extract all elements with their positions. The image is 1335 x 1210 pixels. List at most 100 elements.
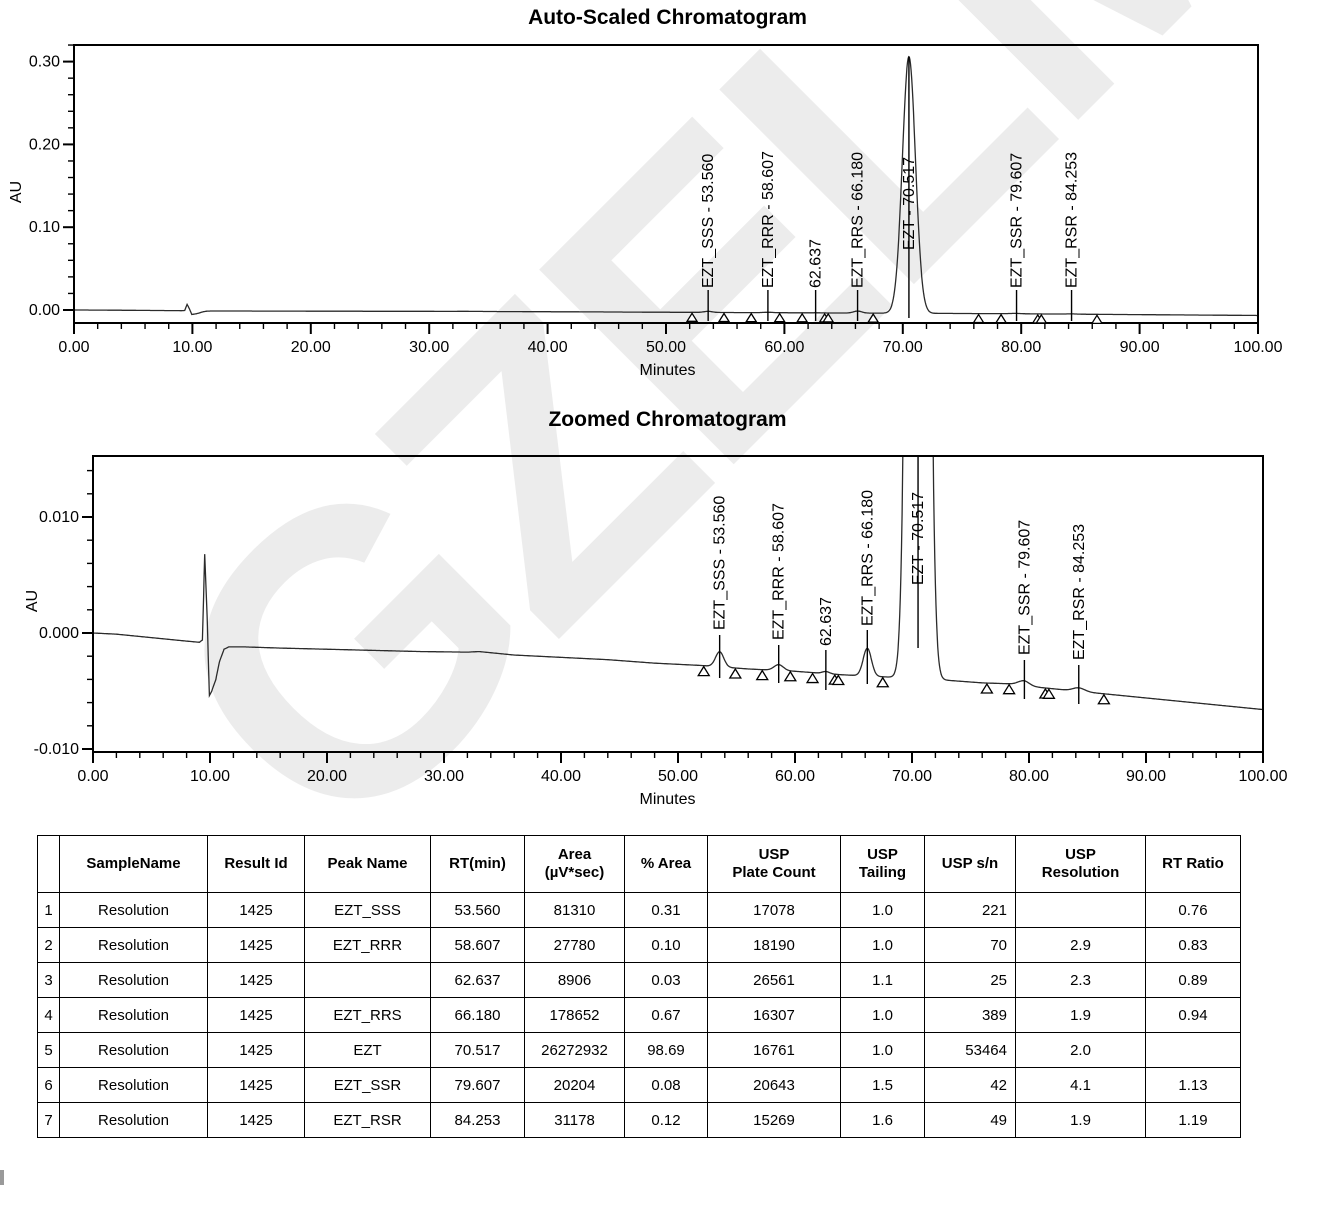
- x-tick-label: 50.00: [658, 768, 698, 785]
- integration-marker-triangle: [1097, 693, 1111, 705]
- peak-label: EZT_SSS - 53.560: [712, 496, 729, 630]
- integration-marker-triangle: [805, 672, 820, 684]
- table-cell: 18190: [707, 927, 841, 963]
- table-header-row: SampleName Result Id Peak Name RT(min) Area …: [37, 835, 1241, 893]
- table-cell: 25: [924, 962, 1016, 998]
- table-cell: 66.180: [430, 997, 525, 1033]
- table-cell: 1.6: [840, 1102, 925, 1138]
- table-cell: Resolution: [59, 1102, 208, 1138]
- table-row: 3 Resolution 1425 62.637 8906 0.03 26561 1.1 25 2…: [37, 962, 1241, 998]
- integration-marker-triangle: [1035, 313, 1048, 324]
- integration-marker-triangle: [685, 312, 699, 322]
- table-cell: EZT_SSS: [304, 892, 431, 928]
- x-tick-label: 100.00: [1239, 768, 1288, 785]
- integration-marker-triangle: [773, 312, 786, 323]
- table-cell: 1425: [207, 997, 305, 1033]
- peak-label: EZT - 70.517: [910, 492, 927, 585]
- table-cell: 70.517: [430, 1032, 525, 1068]
- table-cell: 42: [924, 1067, 1016, 1103]
- table-cell: 1.0: [840, 892, 925, 928]
- integration-marker-triangle: [1090, 314, 1104, 324]
- table-cell: 0.08: [624, 1067, 708, 1103]
- column-header: USP Plate Count: [707, 835, 841, 893]
- table-cell: 20643: [707, 1067, 841, 1103]
- table-cell: 27780: [524, 927, 625, 963]
- column-header: Area (µV*sec): [524, 835, 625, 893]
- x-tick-label: 90.00: [1120, 339, 1160, 356]
- table-cell: 0.76: [1145, 892, 1241, 928]
- integration-marker-triangle: [822, 312, 835, 323]
- table-cell: 389: [924, 997, 1016, 1033]
- y-tick-label: 0.30: [29, 54, 60, 71]
- table-cell: 0.31: [624, 892, 708, 928]
- x-tick-label: 40.00: [541, 768, 581, 785]
- table-cell: 26561: [707, 962, 841, 998]
- table-row: 1 Resolution 1425 EZT_SSS 53.560 81310 0.31 170…: [37, 892, 1241, 928]
- peak-label: 62.637: [818, 597, 835, 646]
- table-cell: EZT_RRS: [304, 997, 431, 1033]
- table-cell: 26272932: [524, 1032, 625, 1068]
- x-tick-label: 80.00: [1009, 768, 1049, 785]
- table-cell: 221: [924, 892, 1016, 928]
- y-tick-label: 0.010: [39, 509, 79, 526]
- integration-marker-triangle: [755, 669, 769, 681]
- table-cell: 1.1: [840, 962, 925, 998]
- chart-title-zoomed: Zoomed Chromatogram: [548, 408, 787, 431]
- table-cell: EZT: [304, 1032, 431, 1068]
- table-cell: 1425: [207, 962, 305, 998]
- row-number-cell: 2: [37, 927, 60, 963]
- table-cell: 1.0: [840, 1032, 925, 1068]
- table-cell: 53464: [924, 1032, 1016, 1068]
- table-cell: Resolution: [59, 962, 208, 998]
- table-cell: 16761: [707, 1032, 841, 1068]
- x-tick-label: 0.00: [58, 339, 89, 356]
- peak-label: EZT_SSR - 79.607: [1009, 153, 1026, 288]
- column-header: RT(min): [430, 835, 525, 893]
- column-header: Result Id: [207, 835, 305, 893]
- integration-marker-triangle: [1002, 683, 1016, 695]
- table-cell: 1.0: [840, 927, 925, 963]
- table-cell: EZT_SSR: [304, 1067, 431, 1103]
- row-number-cell: 6: [37, 1067, 60, 1103]
- column-header: RT Ratio: [1145, 835, 1241, 893]
- peak-label: EZT_RRR - 58.607: [771, 503, 788, 640]
- integration-marker-triangle: [728, 667, 742, 679]
- table-cell: [1145, 1032, 1241, 1068]
- peak-results-table: SampleName Result Id Peak Name RT(min) Area …: [37, 835, 1241, 1138]
- integration-marker-triangle: [972, 313, 985, 324]
- table-row: 2 Resolution 1425 EZT_RRR 58.607 27780 0.10 181…: [37, 927, 1241, 963]
- table-cell: 1425: [207, 1032, 305, 1068]
- table-cell: 62.637: [430, 962, 525, 998]
- chromatogram-curve: [94, 457, 1262, 711]
- table-cell: 53.560: [430, 892, 525, 928]
- column-header: SampleName: [59, 835, 208, 893]
- table-cell: EZT_RSR: [304, 1102, 431, 1138]
- table-cell: 84.253: [430, 1102, 525, 1138]
- column-header: % Area: [624, 835, 708, 893]
- table-cell: 70: [924, 927, 1016, 963]
- table-cell: 1425: [207, 1067, 305, 1103]
- table-row: 6 Resolution 1425 EZT_SSR 79.607 20204 0.08 206…: [37, 1067, 1241, 1103]
- table-cell: 0.03: [624, 962, 708, 998]
- x-tick-label: 100.00: [1234, 339, 1283, 356]
- x-tick-label: 30.00: [409, 339, 449, 356]
- x-tick-label: 20.00: [307, 768, 347, 785]
- x-tick-label: 0.00: [77, 768, 108, 785]
- integration-marker-triangle: [980, 682, 994, 694]
- table-cell: 1.9: [1015, 1102, 1146, 1138]
- integration-marker-triangle: [717, 312, 731, 323]
- x-tick-label: 10.00: [190, 768, 230, 785]
- row-number-cell: 3: [37, 962, 60, 998]
- table-cell: 0.89: [1145, 962, 1241, 998]
- peak-label: EZT_RRR - 58.607: [760, 151, 777, 288]
- peak-label: EZT_SSR - 79.607: [1016, 520, 1033, 655]
- table-cell: 1.9: [1015, 997, 1146, 1033]
- x-axis-label-minutes-top: Minutes: [639, 362, 696, 379]
- table-cell: 1425: [207, 927, 305, 963]
- peak-label: EZT - 70.517: [901, 157, 918, 250]
- table-cell: 81310: [524, 892, 625, 928]
- table-cell: Resolution: [59, 1032, 208, 1068]
- table-cell: 31178: [524, 1102, 625, 1138]
- table-cell: 1.19: [1145, 1102, 1241, 1138]
